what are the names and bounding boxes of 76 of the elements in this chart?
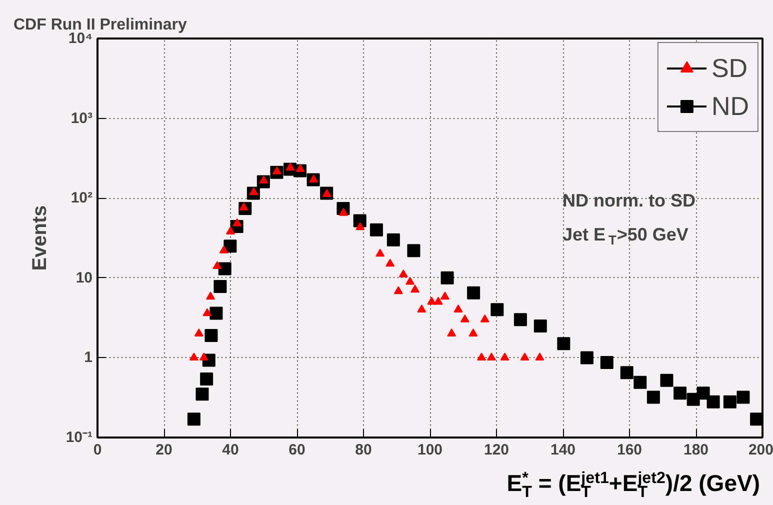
y-tick-label: 10 <box>76 269 93 286</box>
point <box>520 352 530 361</box>
point <box>454 304 463 312</box>
point <box>187 412 200 426</box>
point <box>219 245 228 254</box>
point <box>600 356 614 370</box>
point <box>386 258 395 267</box>
point <box>417 304 426 312</box>
point <box>394 286 403 294</box>
point <box>440 271 454 284</box>
point <box>212 261 222 270</box>
point <box>410 284 420 293</box>
point <box>580 351 594 364</box>
x-tick-label: 40 <box>222 442 239 458</box>
point <box>646 390 660 404</box>
legend-label: ND <box>711 90 749 122</box>
x-tick-label: 120 <box>484 442 510 458</box>
point <box>386 233 400 246</box>
point <box>376 248 385 257</box>
y-tick-label: 1 <box>84 349 92 366</box>
point <box>370 223 383 236</box>
x-tick-label: 180 <box>683 442 709 458</box>
point <box>634 376 647 389</box>
point <box>696 386 710 400</box>
point <box>723 395 736 408</box>
point <box>189 352 198 361</box>
point <box>202 308 212 316</box>
point <box>206 292 216 300</box>
point <box>214 280 227 294</box>
x-tick-label: 60 <box>288 442 306 458</box>
y-axis-title: Events <box>28 205 51 271</box>
point <box>407 244 420 258</box>
y-tick-label: 10⁻¹ <box>66 429 93 446</box>
point <box>468 328 478 336</box>
point <box>356 222 365 230</box>
point <box>406 276 415 285</box>
point <box>750 412 762 426</box>
point <box>196 388 209 401</box>
x-tick-label: 200 <box>748 442 773 458</box>
legend-label: SD <box>711 52 748 84</box>
point <box>477 352 486 361</box>
point <box>434 296 443 305</box>
point <box>440 292 450 300</box>
point <box>557 337 570 350</box>
point <box>210 306 223 320</box>
y-tick-label: 10² <box>70 190 93 207</box>
point <box>199 352 208 361</box>
point <box>706 395 720 408</box>
point <box>204 328 218 342</box>
point <box>535 352 544 361</box>
x-tick-label: 100 <box>417 442 443 458</box>
point <box>398 269 408 278</box>
y-tick-label: 10³ <box>70 110 93 127</box>
point <box>620 366 634 380</box>
x-tick-label: 80 <box>355 442 372 458</box>
point <box>490 303 504 316</box>
point <box>514 313 527 326</box>
annotation: ND norm. to SD <box>562 190 696 210</box>
point <box>460 314 470 322</box>
point <box>200 372 214 386</box>
point <box>218 262 232 276</box>
x-tick-label: 160 <box>616 442 642 458</box>
point <box>674 386 687 400</box>
point <box>194 328 204 336</box>
point <box>467 286 480 300</box>
x-tick-label: 20 <box>156 442 172 458</box>
point <box>736 390 750 404</box>
point <box>226 226 235 234</box>
point <box>480 314 490 322</box>
x-tick-label: 0 <box>93 442 102 458</box>
point <box>487 352 496 361</box>
x-tick-label: 140 <box>550 442 576 458</box>
point <box>447 328 456 336</box>
point <box>500 352 510 361</box>
point <box>660 374 674 387</box>
point <box>534 319 547 332</box>
